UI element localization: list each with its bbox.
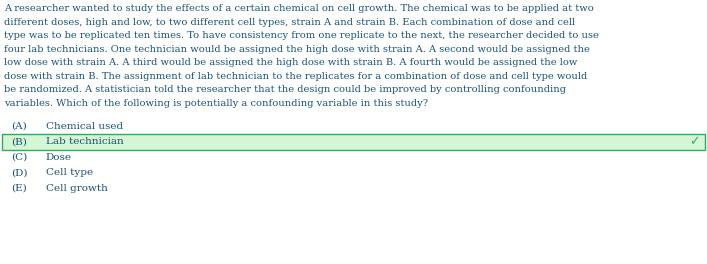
Text: (A): (A) bbox=[11, 122, 27, 131]
Text: ✓: ✓ bbox=[689, 135, 700, 148]
Text: (E): (E) bbox=[11, 184, 27, 193]
Text: (B): (B) bbox=[11, 138, 27, 147]
Text: Lab technician: Lab technician bbox=[46, 138, 124, 147]
Text: (D): (D) bbox=[11, 168, 28, 177]
Text: variables. Which of the following is potentially a confounding variable in this : variables. Which of the following is pot… bbox=[4, 99, 428, 108]
Text: Cell type: Cell type bbox=[46, 168, 93, 177]
Text: different doses, high and low, to two different cell types, strain A and strain : different doses, high and low, to two di… bbox=[4, 18, 575, 27]
Text: dose with strain B. The assignment of lab technician to the replicates for a com: dose with strain B. The assignment of la… bbox=[4, 72, 588, 81]
Text: (C): (C) bbox=[11, 153, 28, 162]
Text: Chemical used: Chemical used bbox=[46, 122, 123, 131]
Text: Dose: Dose bbox=[46, 153, 72, 162]
Text: four lab technicians. One technician would be assigned the high dose with strain: four lab technicians. One technician wou… bbox=[4, 45, 590, 54]
Text: Cell growth: Cell growth bbox=[46, 184, 108, 193]
Text: A researcher wanted to study the effects of a certain chemical on cell growth. T: A researcher wanted to study the effects… bbox=[4, 4, 594, 13]
Text: type was to be replicated ten times. To have consistency from one replicate to t: type was to be replicated ten times. To … bbox=[4, 31, 599, 40]
Text: low dose with strain A. A third would be assigned the high dose with strain B. A: low dose with strain A. A third would be… bbox=[4, 59, 578, 68]
FancyBboxPatch shape bbox=[2, 134, 705, 150]
Text: be randomized. A statistician told the researcher that the design could be impro: be randomized. A statistician told the r… bbox=[4, 86, 566, 95]
